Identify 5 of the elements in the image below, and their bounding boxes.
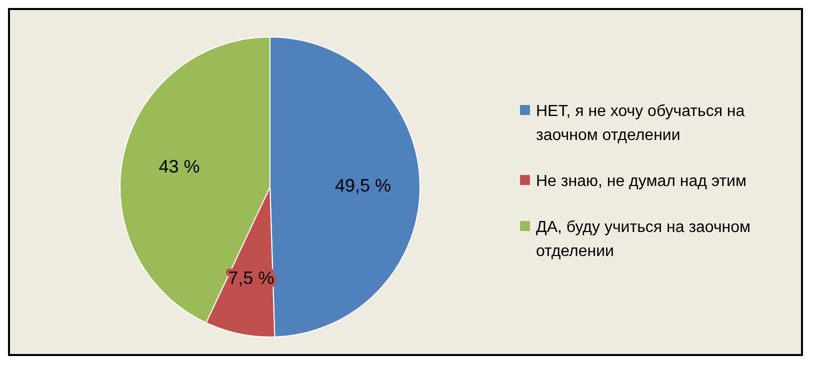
data-label: 43 %: [158, 156, 200, 177]
legend-label: ДА, буду учиться на заочном отделении: [536, 218, 752, 262]
legend-label: НЕТ, я не хочу обучаться на заочном отделении: [536, 102, 746, 146]
data-label: 49,5 %: [334, 176, 392, 196]
legend-label: Не знаю, не думал над этим: [536, 172, 746, 192]
